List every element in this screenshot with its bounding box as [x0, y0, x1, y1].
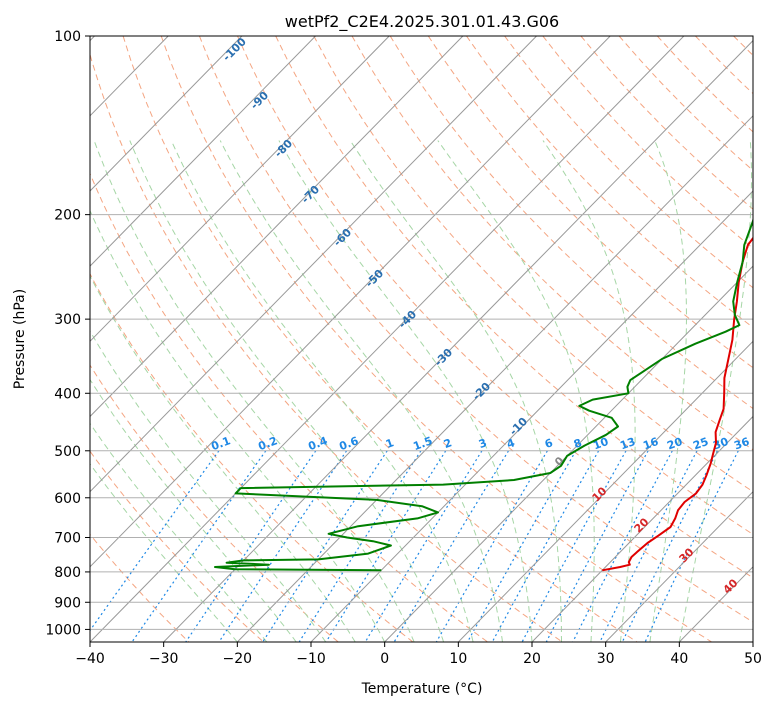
y-tick-label: 900 — [54, 595, 81, 611]
chart-title: wetPf2_C2E4.2025.301.01.43.G06 — [285, 12, 559, 32]
isotherm-line — [90, 36, 316, 267]
isotherm-line — [90, 36, 611, 568]
mixing-ratio-line — [545, 450, 649, 642]
mixing-ratio-line — [262, 450, 388, 642]
x-tick-label: 20 — [523, 651, 541, 667]
dry-adiabat-line — [90, 364, 339, 642]
x-tick-label: 50 — [744, 651, 762, 667]
isotherm-line — [236, 115, 753, 642]
mixing-ratio-line — [218, 450, 348, 642]
y-tick-label: 1000 — [45, 622, 81, 638]
y-tick-label: 100 — [54, 29, 81, 45]
dry-adiabat-line — [122, 36, 638, 642]
dry-adiabat-line — [90, 172, 488, 642]
dewpoint-line — [214, 217, 753, 572]
y-tick-label: 500 — [54, 444, 81, 460]
isotherm-line — [90, 36, 537, 493]
mixing-ratio-label: 0.2 — [256, 434, 279, 453]
mixing-ratio-line — [364, 450, 483, 642]
mixing-ratio-label: 0.6 — [337, 434, 360, 453]
dry-adiabat-line — [237, 36, 753, 579]
mixing-ratio-label: 1.5 — [411, 434, 434, 453]
mixing-ratio-label: 36 — [732, 435, 751, 453]
dry-adiabat-line — [466, 36, 753, 329]
mixing-ratio-label: 25 — [691, 435, 710, 452]
dry-adiabat-line — [313, 36, 753, 493]
mixing-ratio-line — [325, 450, 447, 642]
isotherm-line — [605, 490, 753, 642]
isotherm-line — [90, 36, 390, 343]
series-layer — [214, 217, 753, 572]
background-lines — [90, 36, 753, 642]
y-tick-label: 400 — [54, 386, 81, 402]
x-tick-label: −40 — [75, 651, 105, 667]
mixing-ratio-line — [298, 450, 422, 642]
mixing-ratio-label: 2 — [442, 436, 454, 451]
isotherm-line — [90, 36, 464, 418]
mixing-ratio-label: 13 — [618, 435, 637, 452]
mixing-ratio-line — [521, 450, 627, 642]
y-axis-label: Pressure (hPa) — [12, 289, 28, 389]
dry-adiabat-line — [90, 450, 264, 642]
plot-frame — [89, 35, 754, 643]
mixing-ratio-label: 4 — [505, 436, 517, 451]
dry-adiabat-line — [351, 36, 753, 451]
y-axis: 100 200 300 400 500 600 700 800 900 1000 — [45, 29, 90, 638]
x-axis: −40 −30 −20 −10 0 10 20 30 40 50 — [75, 642, 762, 667]
mixing-ratio-label: 16 — [641, 435, 660, 453]
mixing-ratio-line — [90, 450, 220, 632]
temperature-line — [602, 236, 753, 572]
x-tick-label: 30 — [597, 651, 615, 667]
y-tick-label: 700 — [54, 531, 81, 547]
mixing-ratio-labels: 0.1 0.2 0.4 0.6 1 1.5 2 3 4 6 8 10 13 16 20 25 30 36 — [209, 434, 751, 453]
isotherm-line — [90, 36, 243, 192]
mixing-ratio-line — [435, 450, 548, 642]
isotherm-line — [90, 36, 685, 642]
isotherm-line — [457, 340, 753, 642]
mixing-ratio-label: 1 — [384, 436, 396, 451]
y-tick-label: 300 — [54, 312, 81, 328]
x-tick-label: 40 — [670, 651, 688, 667]
plot-background — [90, 36, 753, 642]
dry-adiabat-line — [504, 36, 753, 289]
mixing-ratio-label: 8 — [572, 436, 584, 451]
mixing-ratio-label: 0.1 — [209, 434, 232, 453]
y-tick-label: 800 — [54, 565, 81, 581]
isotherm-line — [531, 415, 753, 642]
dry-adiabat-line — [275, 36, 753, 535]
mixing-ratio-label: 6 — [543, 436, 555, 451]
x-tick-label: −10 — [296, 651, 326, 667]
mixing-ratio-label: 3 — [477, 436, 489, 451]
x-tick-label: −20 — [223, 651, 253, 667]
x-tick-label: 0 — [380, 651, 389, 667]
x-tick-label: −30 — [149, 651, 179, 667]
mixing-ratio-label: 20 — [665, 435, 684, 453]
dry-adiabat-line — [198, 36, 753, 623]
y-tick-label: 200 — [54, 208, 81, 224]
mixing-ratio-line — [466, 450, 577, 642]
mixing-ratio-label: 0.4 — [306, 434, 329, 453]
isotherm-line — [384, 265, 753, 642]
mixing-ratio-line — [621, 450, 719, 642]
y-tick-label: 600 — [54, 491, 81, 507]
x-axis-label: Temperature (°C) — [361, 681, 483, 697]
isotherm-line — [163, 39, 753, 642]
dry-adiabat-line — [90, 533, 190, 642]
isotherm-line — [752, 641, 753, 642]
isotherm-line — [310, 190, 753, 642]
x-tick-label: 10 — [449, 651, 467, 667]
